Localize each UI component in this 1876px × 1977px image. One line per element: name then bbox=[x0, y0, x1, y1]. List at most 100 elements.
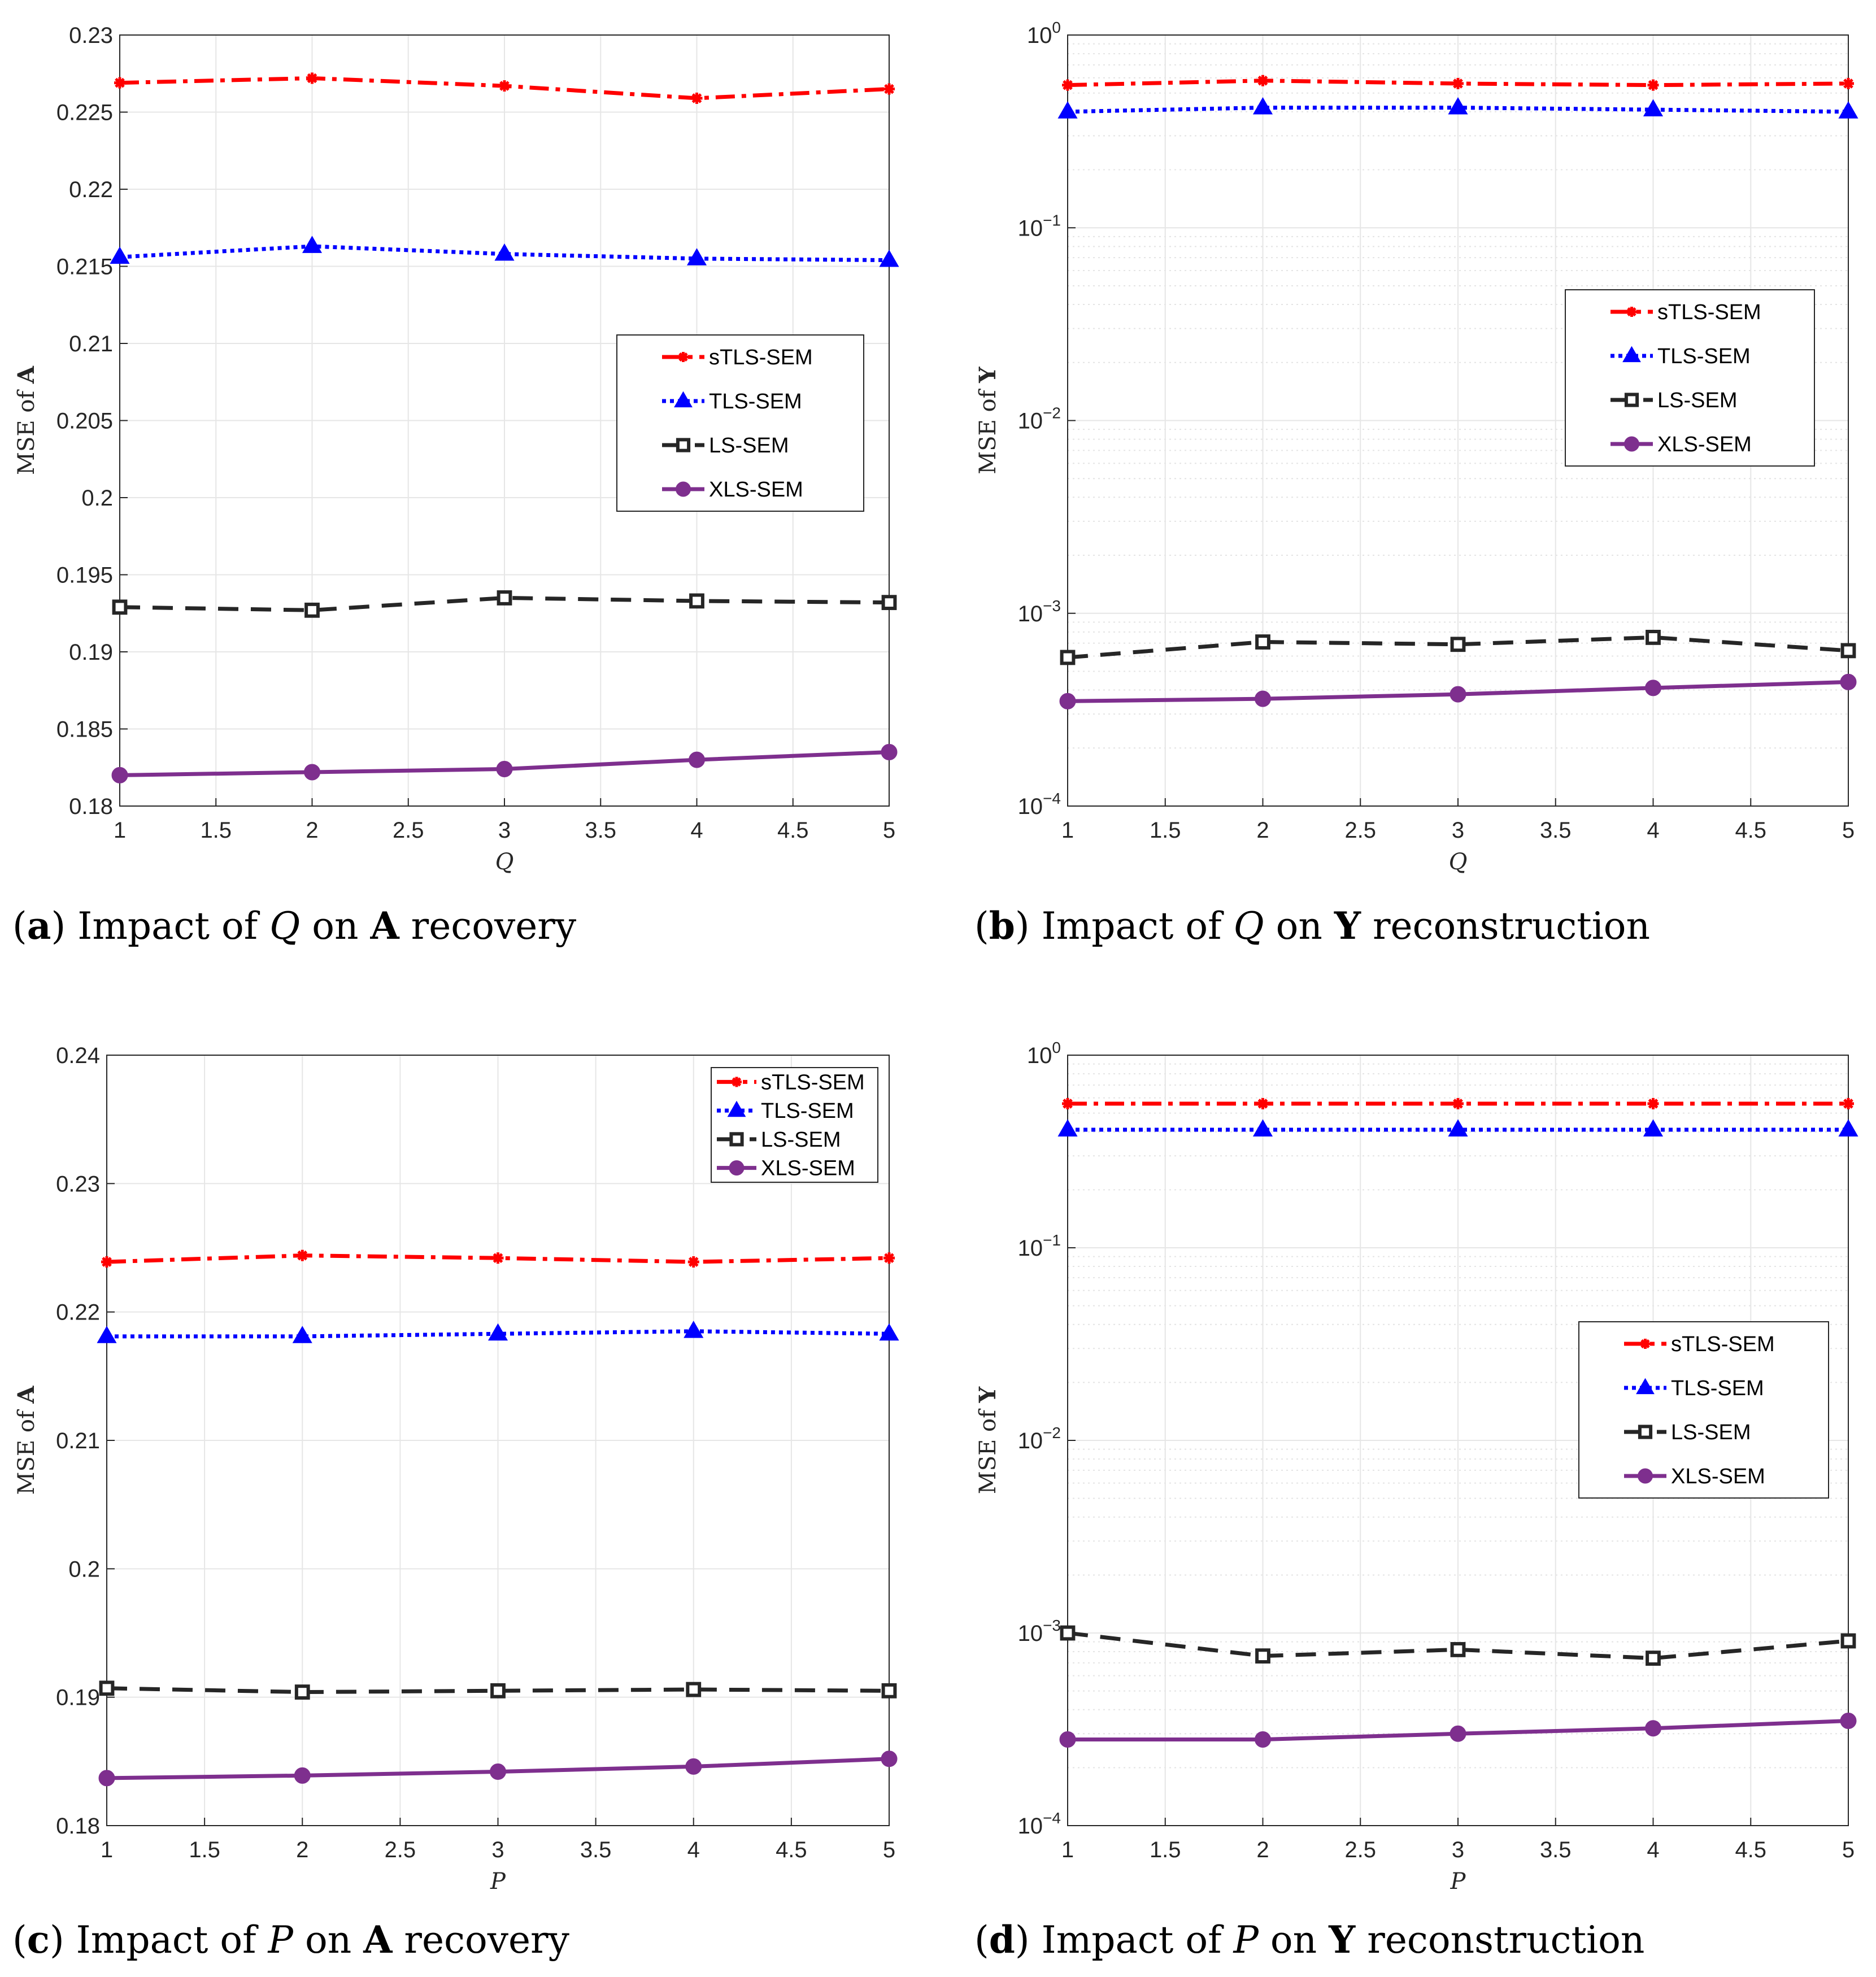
caption-d: (d) Impact of P on Y reconstruction bbox=[974, 1918, 1645, 1962]
legend-entry: TLS-SEM bbox=[717, 1099, 854, 1123]
caption-text: reconstruction bbox=[1372, 904, 1651, 948]
asterisk-marker bbox=[687, 1256, 699, 1268]
series-XLS-SEM bbox=[98, 1750, 898, 1787]
y-label-text: MSE of bbox=[975, 1403, 1001, 1494]
caption-label: a bbox=[27, 904, 51, 948]
square-marker bbox=[1840, 643, 1856, 659]
legend: sTLS-SEM TLS-SEM LS-SEM XLS-SEM bbox=[1565, 289, 1815, 467]
y-tick-label: 0.19 bbox=[69, 640, 113, 665]
circle-marker bbox=[490, 1763, 506, 1780]
tick-base: 10 bbox=[1018, 1814, 1043, 1839]
circle-marker bbox=[1840, 673, 1857, 690]
circle-marker bbox=[1450, 686, 1466, 703]
x-tick-label: 1 bbox=[1061, 818, 1074, 843]
legend-label: XLS-SEM bbox=[709, 478, 803, 502]
x-tick-label: 4 bbox=[1647, 818, 1659, 843]
asterisk-stroke bbox=[1648, 1099, 1659, 1109]
y-tick-label: 10−4 bbox=[1018, 790, 1061, 819]
asterisk-stroke bbox=[1063, 1099, 1073, 1109]
asterisk-stroke bbox=[884, 84, 894, 94]
y-label-bold: A bbox=[13, 365, 40, 384]
caption-var: P bbox=[268, 1918, 293, 1962]
square-marker bbox=[304, 602, 320, 618]
x-tick-label: 5 bbox=[1842, 1837, 1855, 1862]
x-tick-label: 1 bbox=[101, 1837, 113, 1862]
tick-exponent: −3 bbox=[1043, 1617, 1061, 1634]
caption-a: (a) Impact of Q on A recovery bbox=[12, 904, 577, 948]
asterisk-stroke bbox=[1627, 307, 1636, 317]
asterisk-stroke bbox=[307, 73, 317, 84]
x-tick-label: 2 bbox=[1256, 818, 1269, 843]
x-tick-label: 4 bbox=[690, 818, 703, 843]
x-tick-label: 4.5 bbox=[1735, 818, 1766, 843]
legend-entry: XLS-SEM bbox=[717, 1157, 855, 1181]
legend-label: sTLS-SEM bbox=[1671, 1332, 1775, 1356]
y-tick-label: 0.19 bbox=[56, 1686, 100, 1710]
caption-c: (c) Impact of P on A recovery bbox=[12, 1918, 569, 1962]
circle-marker bbox=[1255, 1731, 1271, 1748]
caption-label: c bbox=[27, 1918, 50, 1962]
asterisk-stroke bbox=[1257, 75, 1268, 86]
axes-box bbox=[1067, 34, 1849, 807]
circle-marker bbox=[496, 760, 513, 777]
caption-bold: Y bbox=[1329, 1918, 1356, 1962]
x-tick-label: 3 bbox=[1452, 818, 1464, 843]
circle-marker bbox=[1840, 1712, 1857, 1729]
y-tick-label: 0.21 bbox=[69, 332, 113, 356]
asterisk-marker bbox=[691, 92, 703, 104]
circle-marker bbox=[1645, 1720, 1661, 1737]
triangle-marker bbox=[1636, 1378, 1655, 1395]
asterisk-stroke bbox=[1640, 1339, 1650, 1349]
legend: sTLS-SEM TLS-SEM LS-SEM XLS-SEM bbox=[711, 1067, 878, 1183]
y-tick-label: 10−4 bbox=[1018, 1809, 1061, 1839]
circle-marker bbox=[294, 1767, 311, 1784]
x-tick-label: 3 bbox=[491, 1837, 504, 1862]
y-tick-label: 0.24 bbox=[56, 1043, 100, 1068]
chart-b: 1 1.5 2 2.5 3 3.5 4 4.5 510−410−310−210−1100QMSE… bbox=[974, 19, 1858, 875]
caption-var: P bbox=[1233, 1918, 1259, 1962]
legend-label: sTLS-SEM bbox=[761, 1070, 865, 1094]
tick-base: 10 bbox=[1018, 1429, 1043, 1453]
asterisk-marker bbox=[678, 352, 689, 362]
asterisk-stroke bbox=[1257, 1099, 1268, 1109]
legend-entry: XLS-SEM bbox=[662, 478, 803, 502]
triangle-marker bbox=[879, 249, 899, 267]
x-tick-label: 4.5 bbox=[777, 818, 809, 843]
circle-marker bbox=[729, 1160, 745, 1176]
caption-bold: Y bbox=[1334, 904, 1361, 948]
series-XLS-SEM bbox=[111, 743, 898, 783]
square-marker bbox=[686, 1682, 702, 1697]
y-tick-label: 0.185 bbox=[56, 717, 113, 742]
y-tick-label: 10−1 bbox=[1018, 1231, 1061, 1261]
caption-text: recovery bbox=[411, 904, 577, 948]
x-tick-label: 5 bbox=[883, 818, 895, 843]
triangle-marker bbox=[1643, 99, 1664, 117]
circle-marker bbox=[1624, 436, 1639, 452]
y-tick-label: 0.23 bbox=[56, 1172, 100, 1196]
caption-text: reconstruction bbox=[1367, 1918, 1645, 1962]
y-tick-label: 0.195 bbox=[56, 563, 113, 588]
triangle-marker bbox=[686, 248, 707, 265]
square-marker bbox=[99, 1680, 115, 1696]
legend-entry: sTLS-SEM bbox=[1624, 1332, 1775, 1356]
tick-base: 10 bbox=[1018, 1236, 1043, 1261]
y-tick-label: 10−2 bbox=[1018, 1424, 1061, 1453]
square-marker bbox=[881, 595, 897, 611]
circle-marker bbox=[304, 764, 320, 781]
circle-marker bbox=[1255, 690, 1271, 707]
circle-marker bbox=[676, 481, 691, 497]
legend-label: LS-SEM bbox=[709, 434, 789, 458]
y-axis-label: MSE of A bbox=[13, 365, 40, 475]
y-tick-label: 0.21 bbox=[56, 1429, 100, 1453]
legend-entry: LS-SEM bbox=[1611, 389, 1737, 412]
circle-marker bbox=[98, 1770, 115, 1787]
x-tick-label: 1.5 bbox=[1150, 818, 1181, 843]
caption-text: on bbox=[304, 1918, 352, 1962]
tick-base: 10 bbox=[1027, 23, 1052, 48]
triangle-marker bbox=[674, 391, 693, 408]
asterisk-stroke bbox=[1453, 1099, 1463, 1109]
asterisk-marker bbox=[1640, 1339, 1651, 1349]
square-marker bbox=[1450, 637, 1466, 652]
x-tick-label: 2.5 bbox=[1344, 1837, 1376, 1862]
